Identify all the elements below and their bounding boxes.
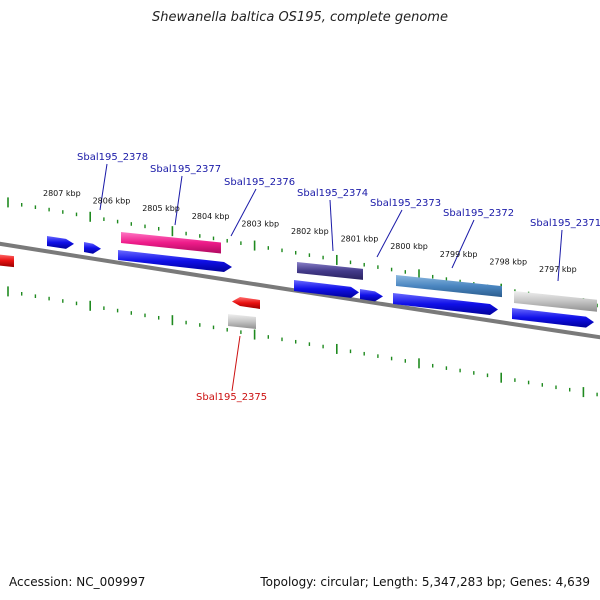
ruler-tick-label: 2803 kbp bbox=[241, 219, 279, 228]
ruler-tick-label: 2806 kbp bbox=[93, 197, 131, 206]
cds-forward[interactable] bbox=[512, 308, 594, 328]
gene-label-sbal195-2377[interactable]: Sbal195_2377 bbox=[150, 164, 221, 175]
leader-sbal195-2373 bbox=[376, 209, 403, 258]
gene-feature-sbal195-2371[interactable] bbox=[514, 291, 597, 312]
leader-sbal195-2378 bbox=[99, 163, 108, 211]
genome-summary: Topology: circular; Length: 5,347,283 bp… bbox=[260, 575, 590, 589]
cds-reverse[interactable] bbox=[232, 297, 260, 309]
gene-label-sbal195-2378[interactable]: Sbal195_2378 bbox=[77, 152, 148, 163]
gene-feature-sbal195-2372[interactable] bbox=[396, 275, 502, 298]
cds-forward[interactable] bbox=[47, 236, 74, 249]
leader-sbal195-2371 bbox=[557, 229, 563, 282]
ruler-tick-label: 2805 kbp bbox=[142, 204, 180, 213]
gene-label-sbal195-2374[interactable]: Sbal195_2374 bbox=[297, 188, 368, 199]
cds-forward[interactable] bbox=[294, 280, 359, 298]
cds-forward[interactable] bbox=[393, 293, 498, 316]
leader-sbal195-2375 bbox=[231, 335, 241, 392]
ruler-tick-label: 2804 kbp bbox=[192, 212, 230, 221]
gene-label-sbal195-2375[interactable]: Sbal195_2375 bbox=[196, 392, 267, 403]
gene-feature-sbal195-2377[interactable] bbox=[121, 232, 221, 254]
label-leaders bbox=[99, 163, 563, 392]
gene-label-sbal195-2373[interactable]: Sbal195_2373 bbox=[370, 198, 441, 209]
gene-label-sbal195-2371[interactable]: Sbal195_2371 bbox=[530, 218, 600, 229]
gene-feature-sbal195-2374[interactable] bbox=[297, 262, 363, 280]
cds-forward[interactable] bbox=[360, 289, 383, 302]
leader-sbal195-2372 bbox=[451, 219, 475, 269]
ruler-tick-label: 2807 kbp bbox=[43, 189, 81, 198]
ruler-tick-label: 2801 kbp bbox=[341, 235, 379, 244]
ruler-tick-label: 2797 kbp bbox=[539, 265, 577, 274]
ruler-tick-label: 2800 kbp bbox=[390, 242, 428, 251]
leader-sbal195-2376 bbox=[230, 188, 257, 237]
ruler-tick-label: 2798 kbp bbox=[489, 257, 527, 266]
cds-forward[interactable] bbox=[84, 242, 101, 254]
gene-feature-sbal195-2375[interactable] bbox=[228, 314, 256, 329]
outer-tick-ring bbox=[7, 197, 598, 309]
tick-labels: 2807 kbp 2806 kbp 2805 kbp 2804 kbp 2803 kbp… bbox=[43, 189, 577, 274]
ruler-tick-label: 2802 kbp bbox=[291, 227, 329, 236]
gene-label-sbal195-2376[interactable]: Sbal195_2376 bbox=[224, 177, 295, 188]
gene-labels: Sbal195_2378Sbal195_2377Sbal195_2376Sbal… bbox=[77, 152, 600, 403]
cds-forward[interactable] bbox=[118, 250, 232, 272]
feature-track bbox=[0, 232, 597, 329]
cds-reverse-left[interactable] bbox=[0, 254, 14, 268]
leader-sbal195-2374 bbox=[329, 199, 334, 252]
leader-sbal195-2377 bbox=[174, 175, 183, 226]
accession-label: Accession: NC_009997 bbox=[9, 575, 146, 589]
map-title: Shewanella baltica OS195, complete genom… bbox=[152, 10, 448, 25]
inner-tick-ring bbox=[7, 286, 598, 398]
gene-label-sbal195-2372[interactable]: Sbal195_2372 bbox=[443, 208, 514, 219]
ruler-tick-label: 2799 kbp bbox=[440, 250, 478, 259]
